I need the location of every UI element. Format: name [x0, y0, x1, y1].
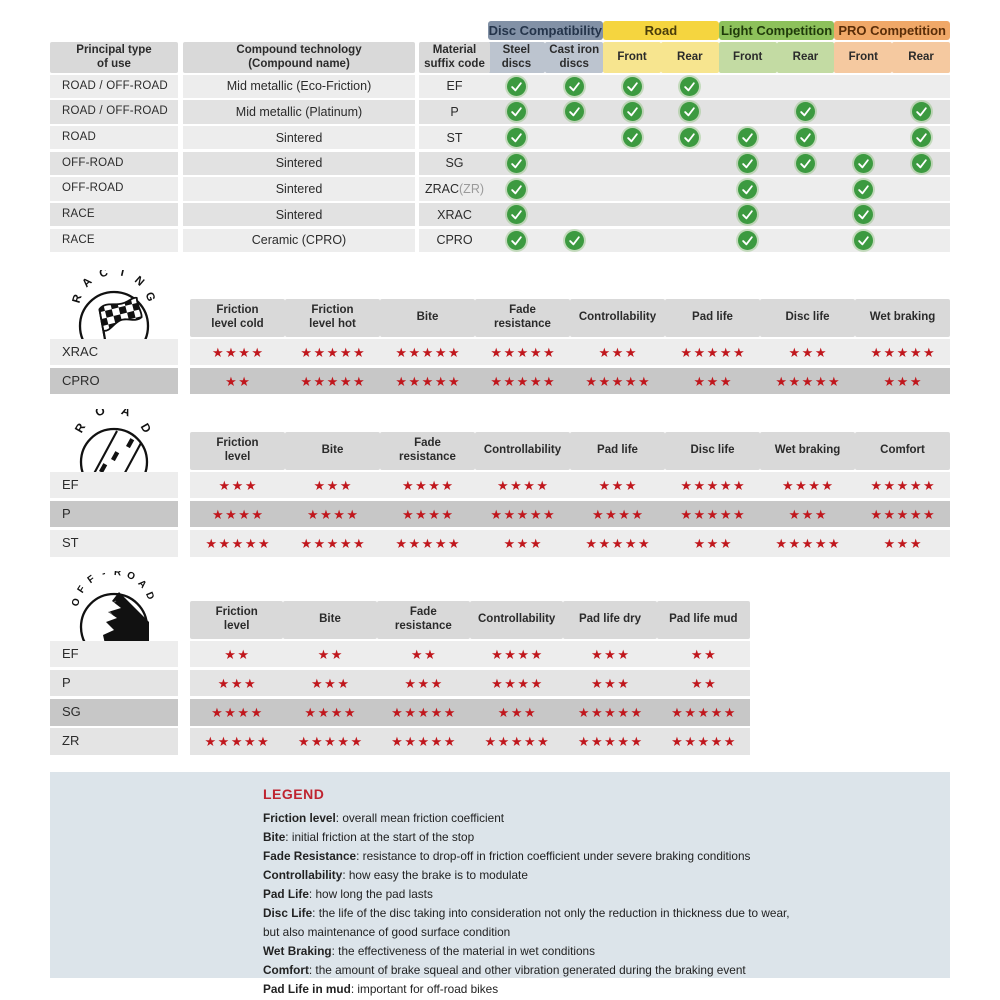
- svg-text:N: N: [132, 274, 146, 288]
- svg-text:R: R: [113, 571, 122, 579]
- svg-text:D: D: [138, 421, 155, 436]
- svg-text:C: C: [98, 270, 109, 280]
- svg-text:I: I: [120, 270, 126, 279]
- svg-text:R: R: [71, 293, 85, 305]
- svg-text:-: -: [101, 571, 107, 580]
- svg-text:A: A: [135, 578, 148, 591]
- svg-text:A: A: [80, 276, 94, 290]
- svg-text:D: D: [143, 591, 156, 602]
- svg-text:G: G: [143, 291, 157, 304]
- svg-text:O: O: [93, 409, 107, 419]
- svg-text:A: A: [120, 409, 133, 419]
- svg-text:O: O: [125, 571, 137, 583]
- svg-text:F: F: [86, 574, 97, 586]
- svg-text:F: F: [76, 584, 89, 595]
- svg-text:R: R: [72, 420, 89, 435]
- svg-text:O: O: [70, 597, 83, 607]
